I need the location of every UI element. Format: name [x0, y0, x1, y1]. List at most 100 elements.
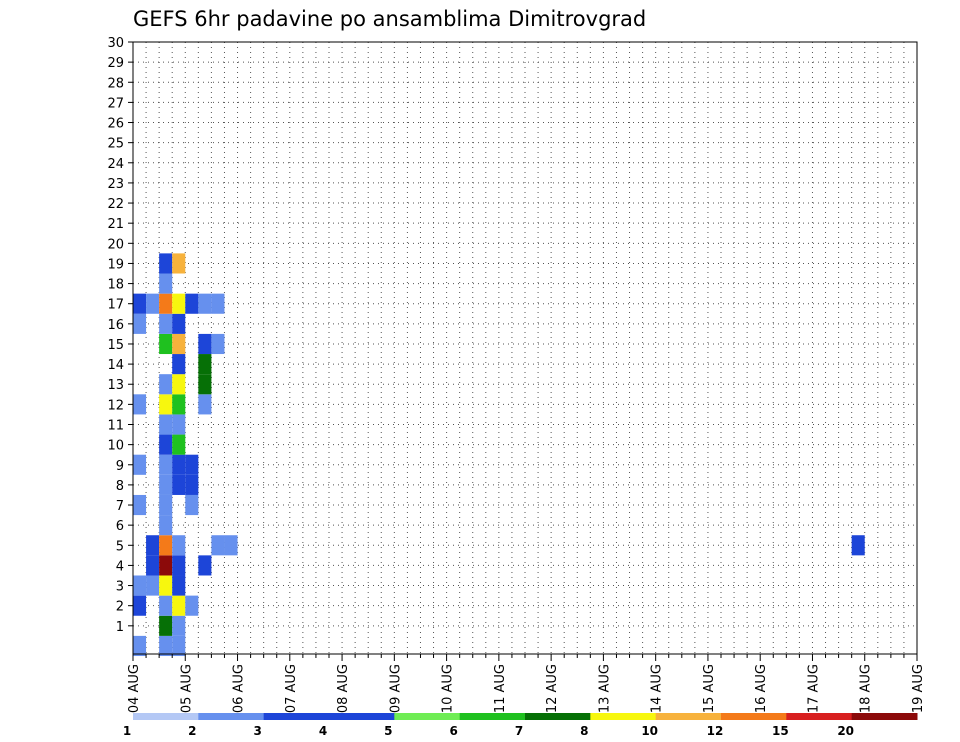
x-axis-ticks: 04 AUG 05 AUG 06 AUG 07 AUG 08 AUG 09 AUG 10 A… [127, 654, 926, 713]
y-tick-label: 12 [107, 398, 124, 413]
y-tick-label: 24 [107, 157, 124, 172]
heatmap-cell [172, 333, 186, 355]
colorbar-band [851, 713, 918, 720]
colorbar-label: 12 [707, 724, 724, 738]
colorbar-label: 8 [580, 724, 588, 738]
heatmap-cell [185, 474, 199, 495]
heatmap-cell [133, 313, 147, 334]
y-axis-ticks: 1234567891011121314151617181920212223242… [107, 36, 133, 635]
heatmap-cell [159, 273, 173, 294]
y-tick-label: 28 [107, 76, 124, 91]
colorbar-label: 2 [188, 724, 196, 738]
y-tick-label: 11 [107, 419, 124, 434]
y-tick-label: 27 [107, 96, 124, 111]
y-tick-label: 3 [116, 580, 124, 595]
heatmap-cell [159, 434, 173, 455]
y-tick-label: 29 [107, 56, 124, 71]
y-tick-label: 22 [107, 197, 124, 212]
y-tick-label: 5 [116, 539, 124, 554]
heatmap-cell [159, 454, 173, 475]
heatmap-cell [159, 575, 173, 596]
heatmap-cell [224, 535, 238, 556]
heatmap-cell [159, 515, 173, 536]
colorbar-band [329, 713, 395, 720]
heatmap-cell [172, 394, 186, 415]
x-tick-label: 15 AUG [702, 664, 717, 713]
heatmap-cell [172, 535, 186, 556]
heatmap-cell [159, 615, 173, 636]
heatmap-cell [159, 253, 173, 274]
y-tick-label: 6 [116, 519, 124, 534]
heatmap-cell [198, 354, 212, 375]
heatmap-cell [159, 414, 173, 435]
heatmap-cell [172, 474, 186, 495]
x-tick-label: 09 AUG [388, 664, 403, 713]
x-tick-label: 19 AUG [911, 664, 926, 713]
heatmap-cell [146, 555, 160, 576]
x-tick-label: 16 AUG [754, 664, 769, 713]
colorbar-label: 5 [384, 724, 392, 738]
heatmap-cell [133, 293, 147, 314]
x-tick-label: 06 AUG [232, 664, 247, 713]
heatmap-cell [172, 555, 186, 576]
heatmap-cell [159, 374, 173, 395]
grid-lines [132, 41, 918, 654]
colorbar-label: 20 [837, 724, 854, 738]
heatmap-cell [211, 333, 225, 355]
heatmap-cell [159, 394, 173, 415]
heatmap-cell [185, 494, 199, 516]
heatmap-cell [159, 313, 173, 334]
y-tick-label: 30 [107, 36, 124, 51]
colorbar-band [133, 713, 199, 720]
heatmap-cell [185, 293, 199, 314]
heatmap-cell [198, 394, 212, 415]
colorbar-band [655, 713, 722, 720]
heatmap-cells [133, 253, 865, 657]
colorbar-band [394, 713, 461, 720]
y-tick-label: 1 [116, 620, 124, 635]
x-tick-label: 08 AUG [336, 664, 351, 713]
heatmap-cell [146, 575, 160, 596]
heatmap-cell [159, 474, 173, 495]
colorbar-band [198, 713, 265, 720]
x-tick-label: 12 AUG [545, 664, 560, 713]
y-tick-label: 9 [116, 459, 124, 474]
colorbar-band [786, 713, 853, 720]
y-tick-label: 8 [116, 479, 124, 494]
x-tick-label: 04 AUG [127, 664, 142, 713]
x-tick-label: 07 AUG [284, 664, 299, 713]
heatmap-cell [851, 535, 865, 556]
y-tick-label: 15 [107, 338, 124, 353]
colorbar-label: 10 [641, 724, 658, 738]
heatmap-cell [159, 555, 173, 576]
heatmap-cell [211, 293, 225, 314]
colorbar-band [721, 713, 787, 720]
heatmap-cell [172, 635, 186, 657]
heatmap-cell [133, 494, 147, 516]
colorbar-label: 7 [515, 724, 523, 738]
colorbar-label: 15 [772, 724, 789, 738]
heatmap-cell [185, 454, 199, 475]
heatmap-cell [159, 494, 173, 516]
y-tick-label: 26 [107, 117, 124, 132]
x-tick-label: 18 AUG [859, 664, 874, 713]
heatmap-cell [198, 293, 212, 314]
heatmap-cell [172, 595, 186, 616]
colorbar-band [525, 713, 591, 720]
heatmap-cell [159, 635, 173, 657]
y-tick-label: 19 [107, 257, 124, 272]
heatmap-cell [172, 454, 186, 475]
x-tick-label: 10 AUG [441, 664, 456, 713]
heatmap-cell [133, 454, 147, 475]
heatmap-cell [172, 615, 186, 636]
colorbar-label: 4 [319, 724, 327, 738]
y-tick-label: 13 [107, 378, 124, 393]
heatmap-cell [172, 434, 186, 455]
y-tick-label: 18 [107, 278, 124, 293]
y-tick-label: 21 [107, 217, 124, 232]
x-tick-label: 14 AUG [650, 664, 665, 713]
heatmap-cell [133, 635, 147, 657]
x-tick-label: 11 AUG [493, 664, 508, 713]
y-tick-label: 2 [116, 600, 124, 615]
